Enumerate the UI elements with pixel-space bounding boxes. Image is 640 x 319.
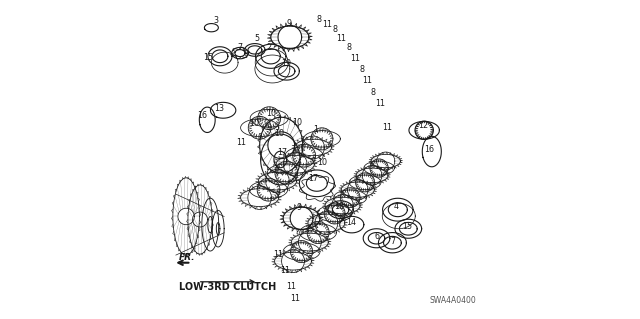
Text: 11: 11 — [337, 34, 347, 43]
Text: 2: 2 — [266, 43, 271, 52]
Text: 1: 1 — [313, 125, 318, 134]
Text: LOW-3RD CLUTCH: LOW-3RD CLUTCH — [179, 282, 276, 292]
Text: 8: 8 — [371, 88, 376, 97]
Text: 11: 11 — [363, 76, 372, 85]
Text: FR.: FR. — [179, 253, 195, 262]
Text: 11: 11 — [381, 123, 392, 132]
Text: 10: 10 — [266, 109, 276, 118]
Text: 4: 4 — [394, 202, 399, 211]
Text: 8: 8 — [360, 65, 364, 74]
Text: 5: 5 — [254, 34, 259, 43]
Text: 3: 3 — [213, 16, 218, 25]
Text: 15: 15 — [403, 222, 412, 231]
Text: 17: 17 — [308, 174, 318, 183]
Text: 13: 13 — [214, 104, 224, 113]
Text: 11: 11 — [286, 282, 296, 291]
Text: 12: 12 — [418, 121, 428, 130]
Text: 8: 8 — [347, 43, 352, 52]
Text: 9: 9 — [286, 19, 291, 28]
Text: 19: 19 — [282, 59, 292, 68]
Text: 8: 8 — [332, 26, 337, 34]
Text: 15: 15 — [203, 53, 213, 62]
Text: 16: 16 — [424, 145, 435, 154]
Text: 11: 11 — [322, 20, 332, 29]
Text: 10: 10 — [292, 117, 302, 127]
Text: 9: 9 — [297, 203, 302, 212]
Text: 11: 11 — [350, 54, 360, 63]
Text: 11: 11 — [280, 265, 290, 275]
Text: 7: 7 — [390, 237, 396, 246]
Text: 7: 7 — [237, 43, 243, 52]
Text: 10: 10 — [249, 119, 259, 129]
Text: 14: 14 — [346, 218, 356, 227]
Text: SWA4A0400: SWA4A0400 — [429, 296, 476, 305]
Text: 10: 10 — [275, 129, 284, 138]
Text: 10: 10 — [317, 158, 328, 167]
Text: 11: 11 — [290, 294, 300, 303]
Text: 16: 16 — [198, 111, 207, 120]
Text: 6: 6 — [374, 232, 380, 241]
Text: 11: 11 — [374, 100, 385, 108]
Text: 11: 11 — [236, 138, 246, 147]
Text: 17: 17 — [278, 148, 287, 157]
Text: 8: 8 — [317, 15, 322, 24]
Text: 18: 18 — [334, 202, 344, 211]
Text: 11: 11 — [273, 250, 283, 259]
